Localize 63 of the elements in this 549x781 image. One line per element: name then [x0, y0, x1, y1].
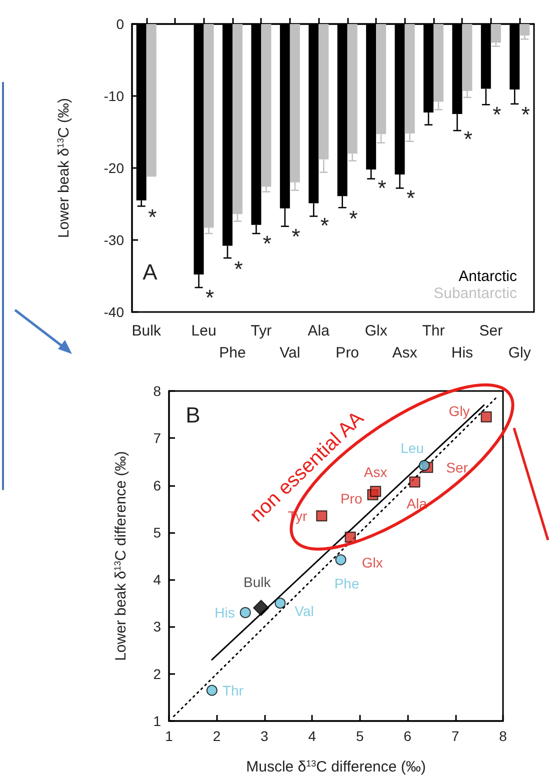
x-tick-label: 8	[499, 728, 508, 744]
x-tick-label: Ala	[308, 322, 330, 340]
x-tick-label: 2	[212, 728, 221, 744]
y-axis-title: Lower beak δ13C difference (‰)	[112, 451, 130, 661]
x-tick-label: 1	[165, 728, 174, 744]
data-label: Asx	[364, 464, 388, 480]
y-tick-label: 4	[153, 572, 162, 588]
y-tick-label: -10	[104, 88, 124, 104]
x-tick-label: 6	[404, 728, 412, 744]
data-label: Val	[294, 603, 314, 620]
annotation: *	[206, 285, 215, 310]
y-tick-label: 8	[153, 383, 162, 399]
annotation: *	[292, 224, 301, 249]
x-tick-label: 5	[356, 728, 364, 744]
text: Subantarctic	[434, 285, 518, 302]
annotation: A	[142, 260, 158, 284]
y-tick-label: 0	[116, 16, 124, 32]
y-tick-label: 2	[153, 666, 162, 682]
x-tick-label: 7	[451, 728, 460, 744]
data-label: Gly	[448, 402, 470, 419]
annotation: *	[521, 102, 530, 128]
data-label: Glx	[362, 554, 383, 571]
y-tick-label: 7	[153, 430, 162, 446]
x-tick-label: Leu	[191, 322, 216, 340]
y-tick-label: 6	[153, 477, 162, 494]
y-tick-label: -40	[104, 304, 124, 320]
y-tick-label: -30	[104, 232, 124, 248]
x-tick-label: 4	[308, 728, 316, 744]
x-tick-label: Thr	[422, 322, 445, 340]
x-tick-label: Val	[280, 344, 300, 362]
data-label: Phe	[334, 575, 360, 592]
x-tick-label: Glx	[364, 322, 388, 340]
annotation: *	[406, 186, 416, 211]
data-label: Pro	[340, 490, 362, 507]
y-tick-label: 1	[153, 713, 162, 729]
y-axis-title: Lower beak δ13C (‰)	[56, 98, 72, 238]
annotation: *	[492, 102, 502, 128]
annotation: *	[378, 176, 387, 201]
x-tick-label: Tyr	[250, 322, 272, 340]
data-label: Thr	[222, 682, 244, 698]
y-tick-label: 3	[153, 618, 162, 635]
x-tick-label: 3	[260, 728, 269, 744]
annotation: *	[262, 231, 272, 256]
x-tick-label: His	[451, 344, 474, 362]
x-tick-label: Bulk	[132, 322, 162, 340]
data-label: Leu	[400, 440, 424, 456]
x-tick-label: Ser	[479, 322, 503, 340]
text: Antarctic	[458, 268, 518, 285]
y-tick-label: 5	[153, 524, 162, 540]
annotation: *	[464, 126, 473, 152]
data-label: Ser	[446, 459, 468, 476]
x-tick-label: Gly	[508, 344, 532, 362]
annotation: *	[349, 206, 358, 231]
annotation: B	[186, 402, 200, 428]
annotation: *	[148, 204, 158, 230]
x-tick-label: Pro	[336, 344, 360, 362]
data-label: His	[214, 604, 235, 621]
x-tick-label: Asx	[392, 344, 418, 362]
x-tick-label: Phe	[219, 344, 246, 362]
y-tick-label: -20	[104, 160, 124, 176]
annotation: *	[320, 213, 330, 238]
data-label: Bulk	[243, 574, 272, 590]
annotation: *	[234, 256, 244, 282]
